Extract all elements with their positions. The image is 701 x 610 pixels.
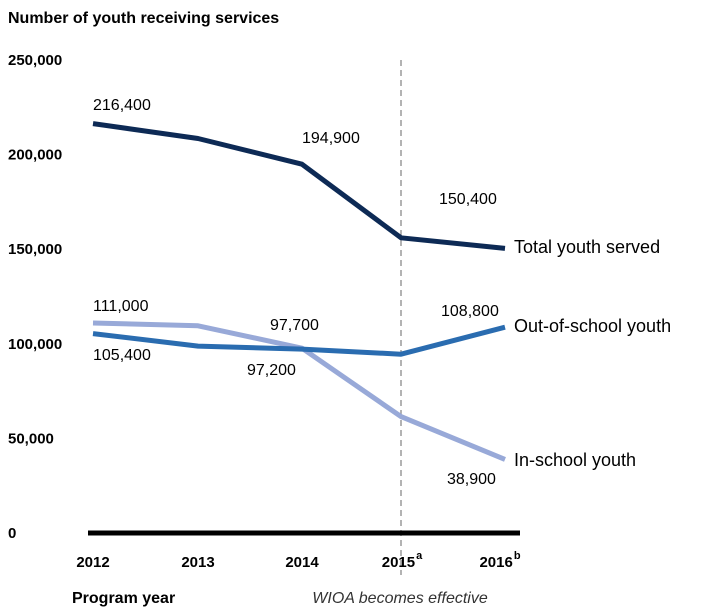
series-name-label: Total youth served xyxy=(514,237,660,257)
data-label: 150,400 xyxy=(439,191,497,208)
series-labels: Total youth served Out-of-school youth In-… xyxy=(514,237,671,470)
x-tick-label: 2015a xyxy=(382,550,423,571)
y-tick-label: 200,000 xyxy=(8,147,62,164)
y-tick-label: 150,000 xyxy=(8,241,62,258)
y-tick-label: 250,000 xyxy=(8,52,62,69)
y-axis-title: Number of youth receiving services xyxy=(8,10,279,27)
series-name-label: In-school youth xyxy=(514,450,636,470)
data-label: 111,000 xyxy=(93,298,149,315)
annotation-text: WIOA becomes effective xyxy=(312,590,488,607)
x-axis-ticks: 2012 2013 2014 2015a 2016b xyxy=(76,550,521,571)
data-label: 97,700 xyxy=(270,317,319,334)
series-line-out-of-school-youth xyxy=(92,324,506,357)
x-tick-label: 2016b xyxy=(479,550,520,571)
x-tick-label: 2014 xyxy=(285,554,319,571)
y-axis-ticks: 0 50,000 100,000 150,000 200,000 250,000 xyxy=(8,52,62,542)
y-tick-label: 50,000 xyxy=(8,430,54,447)
data-label: 108,800 xyxy=(441,303,499,320)
data-label: 216,400 xyxy=(93,97,151,114)
data-label: 194,900 xyxy=(302,130,360,147)
series-name-label: Out-of-school youth xyxy=(514,316,671,336)
data-label: 38,900 xyxy=(447,471,496,488)
y-tick-label: 0 xyxy=(8,525,16,542)
data-labels: 216,400 194,900 150,400 105,400 97,200 108,80… xyxy=(93,97,499,488)
y-tick-label: 100,000 xyxy=(8,336,62,353)
series-line-total-youth-served xyxy=(92,121,506,251)
series-layer xyxy=(92,121,506,462)
x-tick-label: 2012 xyxy=(76,554,109,571)
data-label: 97,200 xyxy=(247,362,296,379)
x-tick-label: 2013 xyxy=(181,554,214,571)
x-axis-title: Program year xyxy=(72,590,175,607)
data-label: 105,400 xyxy=(93,347,151,364)
